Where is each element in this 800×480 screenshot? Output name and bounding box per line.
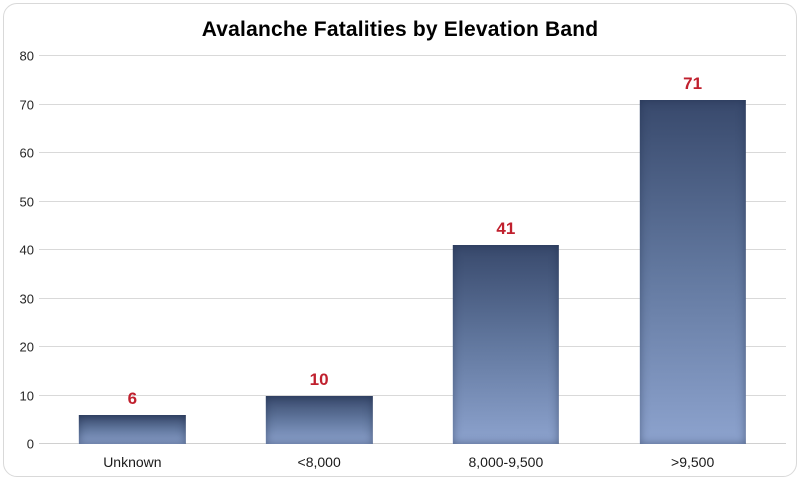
bar--8-000 bbox=[265, 395, 373, 444]
y-tick-label: 50 bbox=[19, 194, 34, 209]
bar--9-500 bbox=[639, 99, 746, 444]
y-tick-label: 40 bbox=[19, 242, 34, 258]
y-axis: 0 10 20 30 40 50 60 70 80 bbox=[10, 50, 34, 451]
gridline bbox=[39, 55, 786, 56]
y-tick-label: 60 bbox=[19, 145, 34, 161]
gridline bbox=[39, 103, 786, 105]
gridline bbox=[39, 249, 786, 250]
bar-slot: 71 bbox=[599, 56, 786, 444]
bar-unknown bbox=[79, 414, 186, 444]
bar-slot: 6 bbox=[39, 56, 226, 444]
bar-slot: 10 bbox=[226, 56, 413, 444]
plot-area: 6 10 41 71 bbox=[39, 55, 786, 444]
y-tick-label: 10 bbox=[19, 388, 34, 403]
data-label: 71 bbox=[683, 73, 703, 93]
chart-frame: Avalanche Fatalities by Elevation Band 0… bbox=[3, 3, 797, 477]
chart-title: Avalanche Fatalities by Elevation Band bbox=[201, 18, 599, 41]
x-tick-label: <8,000 bbox=[297, 454, 341, 470]
data-label: 10 bbox=[309, 369, 329, 389]
x-axis-baseline bbox=[39, 443, 786, 444]
data-label: 41 bbox=[496, 219, 516, 239]
x-tick-label: >9,500 bbox=[671, 454, 715, 470]
x-tick-label: 8,000-9,500 bbox=[468, 454, 544, 470]
y-tick-label: 70 bbox=[19, 97, 34, 112]
data-label: 6 bbox=[127, 388, 138, 408]
bar-slot: 41 bbox=[413, 56, 600, 444]
y-tick-label: 0 bbox=[26, 436, 34, 452]
bar-8-000-9-500 bbox=[452, 245, 560, 444]
gridline bbox=[39, 200, 786, 202]
gridline bbox=[39, 152, 786, 153]
gridline bbox=[39, 297, 786, 299]
gridline bbox=[39, 394, 786, 396]
x-axis: Unknown <8,000 8,000-9,500 >9,500 bbox=[39, 452, 786, 474]
x-tick-label: Unknown bbox=[103, 454, 162, 470]
y-tick-label: 20 bbox=[19, 339, 34, 355]
y-tick-label: 80 bbox=[19, 48, 34, 64]
gridline bbox=[39, 346, 786, 347]
y-tick-label: 30 bbox=[19, 291, 34, 306]
